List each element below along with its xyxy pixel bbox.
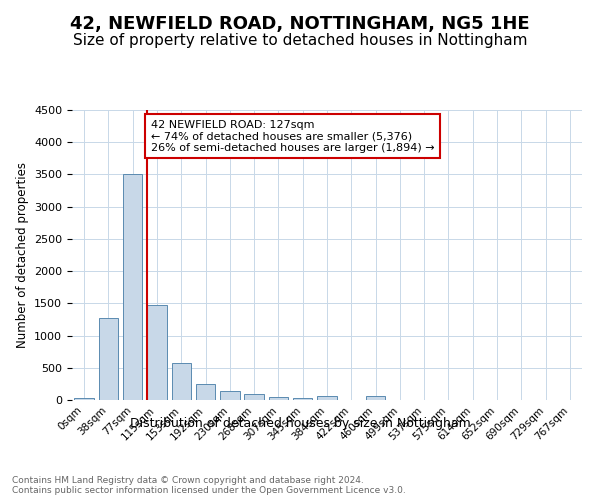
Bar	[123, 174, 142, 400]
Bar	[196, 384, 215, 400]
Bar	[269, 397, 288, 400]
Bar	[74, 398, 94, 400]
Text: Contains HM Land Registry data © Crown copyright and database right 2024.
Contai: Contains HM Land Registry data © Crown c…	[12, 476, 406, 495]
Y-axis label: Number of detached properties: Number of detached properties	[16, 162, 29, 348]
Bar	[317, 396, 337, 400]
Bar	[147, 304, 167, 400]
Bar	[366, 396, 385, 400]
Bar	[172, 364, 191, 400]
Bar	[99, 318, 118, 400]
Text: 42 NEWFIELD ROAD: 127sqm
← 74% of detached houses are smaller (5,376)
26% of sem: 42 NEWFIELD ROAD: 127sqm ← 74% of detach…	[151, 120, 434, 153]
Text: Distribution of detached houses by size in Nottingham: Distribution of detached houses by size …	[130, 418, 470, 430]
Bar	[244, 394, 264, 400]
Bar	[220, 390, 239, 400]
Text: 42, NEWFIELD ROAD, NOTTINGHAM, NG5 1HE: 42, NEWFIELD ROAD, NOTTINGHAM, NG5 1HE	[70, 15, 530, 33]
Text: Size of property relative to detached houses in Nottingham: Size of property relative to detached ho…	[73, 32, 527, 48]
Bar	[293, 398, 313, 400]
